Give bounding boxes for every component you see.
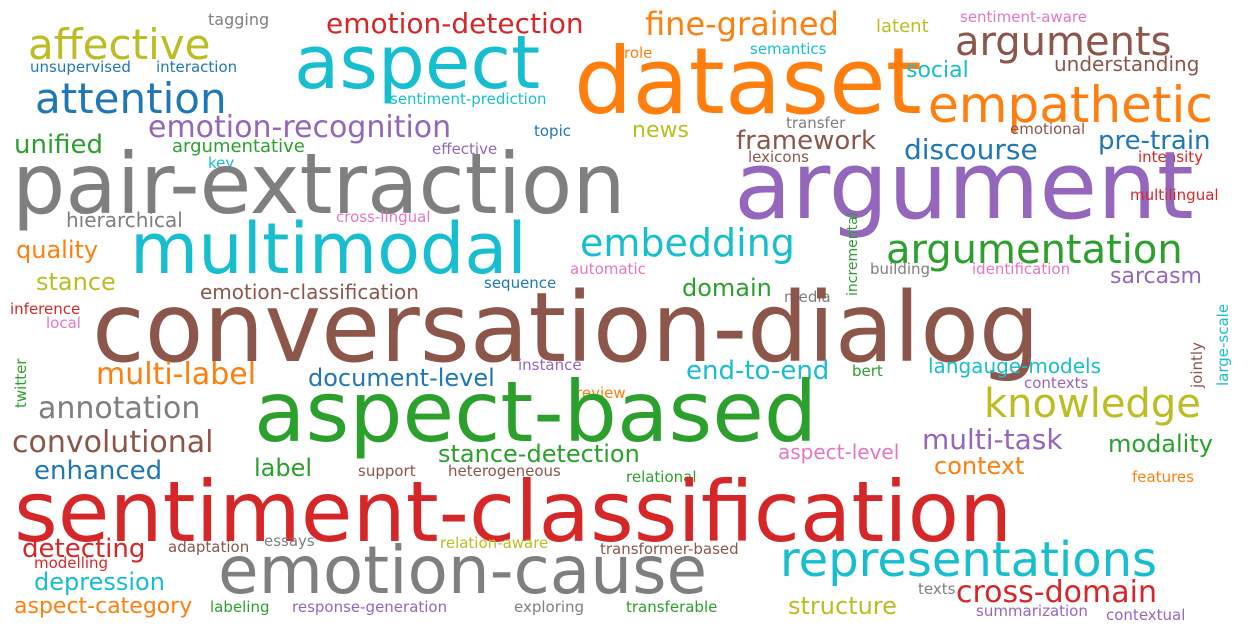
word-document-level: document-level (308, 364, 495, 392)
word-cross-domain: cross-domain (956, 575, 1157, 610)
word-emotion-recognition: emotion-recognition (148, 110, 452, 145)
word-multi-task: multi-task (922, 423, 1063, 456)
word-transfer: transfer (786, 114, 846, 132)
word-modelling: modelling (34, 554, 109, 572)
word-lexicons: lexicons (748, 148, 809, 166)
word-topic: topic (534, 122, 571, 140)
word-response-generation: response-generation (292, 598, 448, 616)
word-social: social (906, 58, 969, 83)
word-features: features (1132, 468, 1194, 486)
word-annotation: annotation (38, 391, 201, 426)
word-multimodal: multimodal (130, 208, 527, 290)
word-emotional: emotional (1010, 120, 1086, 138)
word-review: review (576, 384, 626, 402)
word-embedding: embedding (580, 221, 795, 265)
word-transformer-based: transformer-based (600, 540, 739, 558)
word-context: context (934, 452, 1025, 480)
word-arguments: arguments (955, 19, 1172, 65)
word-empathetic: empathetic (928, 76, 1213, 134)
word-support: support (358, 462, 416, 480)
word-unsupervised: unsupervised (30, 58, 131, 76)
word-contextual: contextual (1106, 606, 1186, 624)
word-affective: affective (28, 20, 211, 69)
word-transferable: transferable (626, 598, 718, 616)
word-conversation-dialog: conversation-dialog (92, 272, 1040, 384)
word-emotion-detection: emotion-detection (326, 7, 584, 40)
word-emotion-classification: emotion-classification (200, 280, 419, 304)
word-understanding: understanding (1054, 52, 1200, 76)
word-convolutional: convolutional (12, 425, 214, 460)
word-argument: argument (734, 132, 1194, 241)
word-cross-lingual: cross-lingual (336, 208, 431, 226)
word-emotion-cause: emotion-cause (218, 532, 708, 609)
word-argumentation: argumentation (886, 227, 1183, 273)
word-summarization: summarization (976, 602, 1088, 620)
word-quality: quality (16, 236, 99, 264)
word-effective: effective (432, 140, 498, 158)
word-enhanced: enhanced (34, 456, 163, 486)
word-depression: depression (34, 568, 165, 596)
word-key: key (208, 154, 235, 172)
word-automatic: automatic (570, 260, 646, 278)
word-stance-detection: stance-detection (438, 440, 640, 468)
word-building: building (870, 260, 931, 278)
word-aspect-based: aspect-based (254, 363, 818, 461)
word-sequence: sequence (484, 274, 557, 292)
word-aspect-category: aspect-category (14, 594, 193, 619)
word-sentiment-classification: sentiment-classification (14, 463, 1013, 561)
word-texts: texts (918, 580, 956, 598)
word-bert: bert (852, 362, 883, 380)
word-hierarchical: hierarchical (66, 208, 183, 232)
word-latent: latent (876, 16, 929, 37)
word-sentiment-aware: sentiment-aware (960, 8, 1087, 26)
word-intensity: intensity (1138, 148, 1204, 166)
word-framework: framework (736, 126, 877, 156)
word-sentiment-prediction: sentiment-prediction (390, 90, 547, 108)
word-unified: unified (14, 130, 104, 160)
word-semantics: semantics (750, 40, 827, 58)
word-argumentative: argumentative (172, 136, 305, 157)
word-media: media (784, 288, 831, 306)
word-role: role (624, 44, 653, 62)
word-domain: domain (682, 274, 772, 302)
word-representations: representations (780, 532, 1158, 588)
word-labeling: labeling (210, 598, 270, 616)
word-end-to-end: end-to-end (686, 356, 830, 386)
word-heterogeneous: heterogeneous (448, 462, 561, 480)
word-stance: stance (36, 268, 116, 296)
word-pre-train: pre-train (1098, 126, 1211, 156)
word-instance: instance (518, 356, 582, 374)
word-detecting: detecting (22, 534, 146, 564)
word-structure: structure (788, 592, 897, 620)
word-relation-aware: relation-aware (440, 534, 549, 552)
word-knowledge: knowledge (984, 381, 1201, 427)
word-langauge-models: langauge-models (928, 354, 1102, 378)
word-fine-grained: fine-grained (645, 5, 839, 43)
word-multi-label: multi-label (96, 357, 257, 392)
word-pair-extraction: pair-extraction (12, 135, 626, 233)
word-sarcasm: sarcasm (1110, 264, 1202, 289)
word-modality: modality (1108, 430, 1213, 458)
word-relational: relational (626, 468, 697, 486)
word-aspect-level: aspect-level (778, 440, 900, 464)
word-attention: attention (35, 74, 227, 123)
word-twitter: twitter (12, 358, 30, 408)
word-adaptation: adaptation (168, 538, 250, 556)
word-label: label (254, 454, 313, 482)
word-tagging: tagging (208, 10, 270, 29)
word-interaction: interaction (156, 58, 238, 76)
word-large-scale: large-scale (1214, 303, 1232, 386)
word-exploring: exploring (514, 598, 585, 616)
word-aspect: aspect (294, 20, 541, 106)
word-inference: inference (10, 300, 81, 318)
word-discourse: discourse (904, 133, 1038, 166)
word-essays: essays (264, 532, 315, 550)
word-dataset: dataset (574, 28, 922, 135)
word-multilingual: multilingual (1130, 186, 1219, 204)
word-news: news (632, 118, 689, 143)
word-contexts: contexts (1024, 374, 1089, 392)
word-local: local (46, 314, 81, 332)
word-identification: identification (972, 260, 1071, 278)
